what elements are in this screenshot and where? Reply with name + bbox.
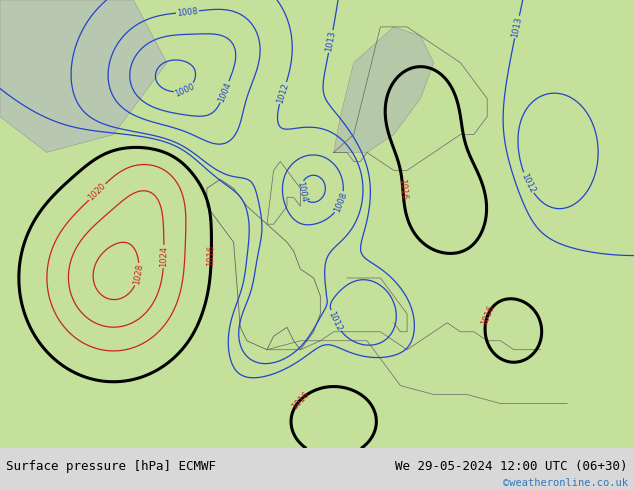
Text: 1008: 1008 <box>176 6 198 18</box>
Text: 1028: 1028 <box>132 263 145 286</box>
Text: 1016: 1016 <box>290 390 311 411</box>
Polygon shape <box>0 0 167 152</box>
Text: We 29-05-2024 12:00 UTC (06+30): We 29-05-2024 12:00 UTC (06+30) <box>395 460 628 473</box>
Text: 1024: 1024 <box>159 246 169 267</box>
Text: 1012: 1012 <box>326 310 344 332</box>
Polygon shape <box>0 0 634 448</box>
Text: 1016: 1016 <box>479 304 496 327</box>
Text: 1000: 1000 <box>173 81 196 98</box>
Text: 1013: 1013 <box>325 30 337 52</box>
Text: 1012: 1012 <box>519 172 537 195</box>
Text: 1004: 1004 <box>217 80 233 103</box>
Text: Surface pressure [hPa] ECMWF: Surface pressure [hPa] ECMWF <box>6 460 216 473</box>
Text: 1016: 1016 <box>207 244 216 266</box>
Text: 1004: 1004 <box>295 181 308 203</box>
Polygon shape <box>333 27 434 152</box>
Text: 1020: 1020 <box>86 181 108 202</box>
Text: 1013: 1013 <box>510 16 524 38</box>
Text: 1008: 1008 <box>332 191 349 214</box>
Text: ©weatheronline.co.uk: ©weatheronline.co.uk <box>503 478 628 488</box>
Text: 1012: 1012 <box>275 82 290 104</box>
Text: 1016: 1016 <box>398 178 408 200</box>
